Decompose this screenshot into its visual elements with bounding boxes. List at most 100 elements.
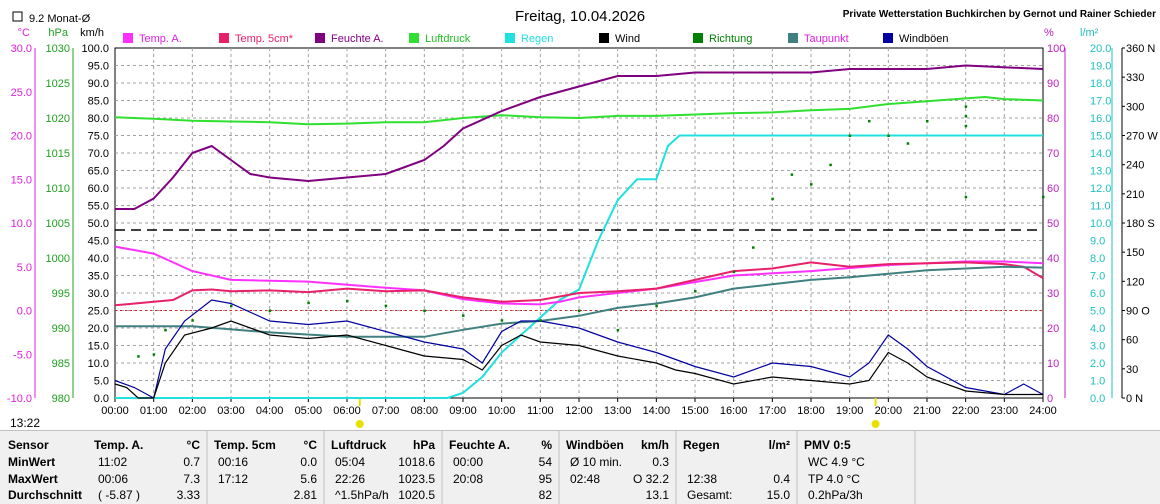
x-tick-label: 21:00 <box>913 405 941 417</box>
y-tick-rain: 5.0 <box>1090 306 1105 318</box>
legend-label: Windböen <box>899 33 949 45</box>
legend-label: Temp. A. <box>139 33 182 45</box>
direction-point <box>810 183 813 186</box>
y-tick-wind: 35.0 <box>88 271 109 283</box>
x-tick-label: 18:00 <box>797 405 825 417</box>
direction-point <box>771 197 774 201</box>
stats-cell-time: 20:08 <box>453 472 484 486</box>
y-tick-wind: 60.0 <box>88 183 109 195</box>
series-line-luftdruck <box>114 95 1044 126</box>
x-tick-label: 19:00 <box>836 405 864 417</box>
y-tick-wind: 70.0 <box>88 148 109 160</box>
y-tick-press: 1010 <box>46 183 70 195</box>
month-avg-checkbox[interactable] <box>12 11 23 22</box>
stats-cell-time: WC 4.9 °C <box>808 455 865 469</box>
x-tick-label: 13:00 <box>604 405 632 417</box>
series-line-feuchte-a- <box>115 64 1044 210</box>
direction-point <box>539 319 542 322</box>
row-label: MaxWert <box>8 472 58 486</box>
direction-point <box>848 134 852 137</box>
direction-point <box>346 299 349 303</box>
stats-cell-value: 0.4 <box>773 472 790 486</box>
chart-legend: Temp. A. Temp. 5cm* Feuchte A. Luftdruck Reg… <box>123 33 949 45</box>
x-tick-label: 11:00 <box>527 405 554 417</box>
y-tick-dir: 330 <box>1126 72 1144 84</box>
y-tick-hum: 60 <box>1047 183 1059 195</box>
y-tick-rain: 18.0 <box>1090 78 1111 90</box>
y-unit-rain: l/m² <box>1080 27 1099 39</box>
month-avg-label: 9.2 Monat-Ø <box>29 13 91 25</box>
direction-point <box>906 142 910 145</box>
y-unit-temp: °C <box>18 27 30 39</box>
y-tick-rain: 19.0 <box>1090 61 1111 73</box>
y-unit-wind: km/h <box>80 27 104 39</box>
y-tick-temp: 20.0 <box>11 131 32 143</box>
y-tick-hum: 10 <box>1047 358 1059 370</box>
stats-col-unit: °C <box>303 438 317 452</box>
stats-cell-time: 05:04 <box>335 455 366 469</box>
x-tick-label: 00:00 <box>101 405 129 417</box>
x-tick-label: 24:00 <box>1029 405 1057 417</box>
station-credit: Private Wetterstation Buchkirchen by Ger… <box>843 9 1156 20</box>
stats-col-unit: % <box>541 438 552 452</box>
row-label: Durchschnitt <box>8 488 83 502</box>
x-tick-label: 06:00 <box>333 405 361 417</box>
y-tick-rain: 4.0 <box>1090 323 1105 335</box>
legend-label: Feuchte A. <box>331 33 384 45</box>
y-tick-wind: 55.0 <box>88 201 109 213</box>
stats-cell-value: 0.7 <box>183 455 200 469</box>
series-line-wind <box>114 320 1043 399</box>
y-tick-wind: 0.0 <box>94 393 109 405</box>
stats-column <box>443 431 560 504</box>
x-tick-label: 10:00 <box>488 405 516 417</box>
stats-col-title: PMV 0:5 <box>804 438 851 452</box>
y-tick-temp: 0.0 <box>17 306 32 318</box>
stats-cell-value: 7.3 <box>183 472 200 486</box>
x-tick-label: 14:00 <box>643 405 671 417</box>
stats-column <box>325 431 443 504</box>
y-tick-press: 990 <box>52 323 70 335</box>
y-tick-rain: 9.0 <box>1090 236 1105 248</box>
direction-point <box>1042 195 1045 199</box>
series-line-temp-5cm- <box>114 261 1044 307</box>
chart-grid <box>114 47 1044 399</box>
y-tick-wind: 100.0 <box>81 43 109 55</box>
y-tick-press: 980 <box>52 393 70 405</box>
y-tick-dir: 180 S <box>1126 218 1155 230</box>
x-tick-label: 01:00 <box>140 405 168 417</box>
y-tick-hum: 100 <box>1047 43 1065 55</box>
y-tick-hum: 90 <box>1047 78 1059 90</box>
stats-cell-value: O 32.2 <box>632 472 669 486</box>
direction-point <box>732 270 736 274</box>
y-tick-wind: 5.0 <box>94 376 109 388</box>
y-tick-press: 1000 <box>46 253 70 265</box>
y-tick-dir: 360 N <box>1126 43 1155 55</box>
sunset-marker <box>871 420 880 428</box>
stats-table: Sensor MinWert MaxWert Durchschnitt Temp. A.… <box>0 430 1160 504</box>
y-tick-rain: 15.0 <box>1090 131 1111 143</box>
stats-cell-time: 22:26 <box>335 472 366 486</box>
series-line-windb-en <box>114 299 1044 399</box>
stats-cell-value: 5.6 <box>300 472 317 486</box>
y-tick-wind: 25.0 <box>88 306 109 318</box>
x-tick-label: 23:00 <box>991 405 1019 417</box>
x-tick-label: 15:00 <box>681 405 709 417</box>
x-tick-label: 12:00 <box>565 405 593 417</box>
x-tick-label: 07:00 <box>372 405 400 417</box>
direction-point <box>191 319 194 322</box>
stats-cell-value: 1023.5 <box>398 472 435 486</box>
y-tick-rain: 7.0 <box>1090 271 1105 283</box>
y-tick-dir: 60 <box>1126 335 1138 347</box>
y-tick-rain: 1.0 <box>1090 376 1105 388</box>
stats-column <box>677 431 798 504</box>
stats-cell-time: ^1.5hPa/h <box>335 488 389 502</box>
stats-cell-value: 3.33 <box>176 488 200 502</box>
y-tick-wind: 40.0 <box>88 253 109 265</box>
stats-col-title: Feuchte A. <box>449 438 510 452</box>
direction-point <box>423 309 426 312</box>
legend-swatch <box>788 33 798 43</box>
y-tick-rain: 17.0 <box>1090 96 1111 108</box>
y-tick-dir: 210 <box>1126 189 1144 201</box>
direction-point <box>500 319 504 322</box>
y-tick-rain: 13.0 <box>1090 166 1111 178</box>
